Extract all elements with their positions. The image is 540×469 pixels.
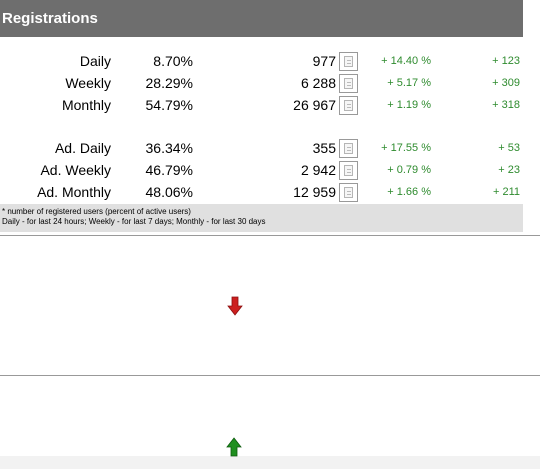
table-row: Daily 8.70% 977 + 14.40 % + 123 [0,51,523,72]
panel-title: Registrations [0,0,523,37]
row-count: 12 959 [293,184,336,200]
registrations-panel: Registrations Daily 8.70% 977 + 14.40 % … [0,0,523,232]
row-label: Monthly [61,97,111,113]
row-percent: 46.79% [145,162,193,178]
row-change-percent: + 14.40 % [381,55,431,67]
row-change-percent: + 5.17 % [387,77,431,89]
arrow-up-icon [226,437,242,457]
row-count: 6 288 [300,75,336,91]
document-icon[interactable] [339,52,358,71]
row-change-absolute: + 53 [498,142,520,154]
document-icon[interactable] [339,96,358,115]
footnote: * number of registered users (percent of… [0,204,523,232]
row-change-absolute: + 318 [492,99,520,111]
footnote-line: * number of registered users (percent of… [2,207,191,216]
section-divider [0,235,540,236]
table-row: Ad. Weekly 46.79% 2 942 + 0.79 % + 23 [0,160,523,181]
bottom-strip [0,456,540,469]
row-change-absolute: + 309 [492,77,520,89]
arrow-down-icon [227,296,243,316]
table-row: Ad. Monthly 48.06% 12 959 + 1.66 % + 211 [0,182,523,203]
footnote-line: Daily - for last 24 hours; Weekly - for … [2,217,266,226]
table-row: Weekly 28.29% 6 288 + 5.17 % + 309 [0,73,523,94]
row-percent: 28.29% [145,75,193,91]
row-percent: 48.06% [145,184,193,200]
row-label: Weekly [65,75,111,91]
row-change-percent: + 17.55 % [381,142,431,154]
row-change-percent: + 1.66 % [387,186,431,198]
row-count: 355 [312,140,336,156]
document-icon[interactable] [339,74,358,93]
row-label: Ad. Weekly [40,162,111,178]
row-change-absolute: + 211 [492,186,520,198]
document-icon[interactable] [339,183,358,202]
table-row: Monthly 54.79% 26 967 + 1.19 % + 318 [0,95,523,116]
document-icon[interactable] [339,139,358,158]
row-change-absolute: + 23 [498,164,520,176]
row-percent: 36.34% [145,140,193,156]
row-label: Ad. Monthly [37,184,111,200]
section-divider [0,375,540,376]
row-change-percent: + 1.19 % [387,99,431,111]
row-change-percent: + 0.79 % [387,164,431,176]
row-count: 26 967 [293,97,336,113]
table-row: Ad. Daily 36.34% 355 + 17.55 % + 53 [0,138,523,159]
row-percent: 54.79% [145,97,193,113]
row-percent: 8.70% [153,53,193,69]
row-change-absolute: + 123 [492,55,520,67]
row-count: 2 942 [300,162,336,178]
document-icon[interactable] [339,161,358,180]
row-label: Daily [79,53,111,69]
row-count: 977 [312,53,336,69]
row-label: Ad. Daily [54,140,111,156]
